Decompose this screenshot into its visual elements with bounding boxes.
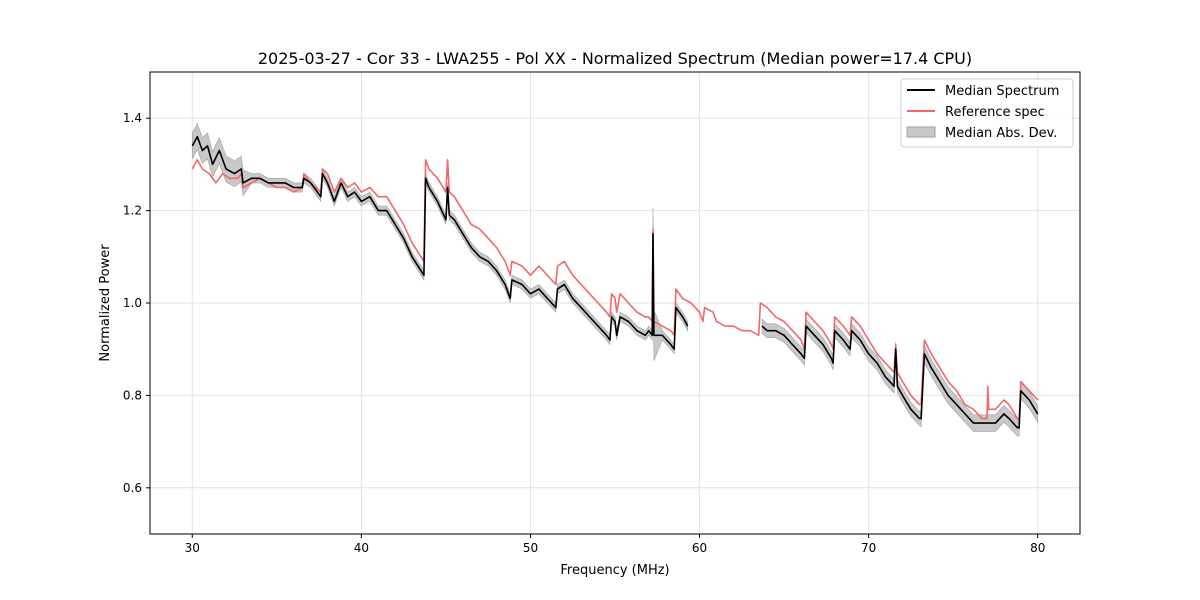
y-axis-label: Normalized Power (98, 244, 113, 362)
x-tick-label-4: 70 (861, 541, 876, 555)
x-tick-label-5: 80 (1030, 541, 1045, 555)
y-tick-label-2: 1.0 (123, 296, 142, 310)
x-tick-label-0: 30 (185, 541, 200, 555)
y-tick-label-3: 1.2 (123, 204, 142, 218)
chart-title: 2025-03-27 - Cor 33 - LWA255 - Pol XX - … (258, 49, 972, 68)
y-tick-label-4: 1.4 (123, 111, 142, 125)
spectrum-chart: 2025-03-27 - Cor 33 - LWA255 - Pol XX - … (0, 0, 1200, 600)
x-tick-label-3: 60 (692, 541, 707, 555)
x-tick-label-2: 50 (523, 541, 538, 555)
legend: Median Spectrum Reference spec Median Ab… (901, 79, 1073, 147)
legend-label-reference: Reference spec (945, 105, 1045, 120)
legend-label-median: Median Spectrum (945, 84, 1059, 99)
y-tick-label-1: 0.8 (123, 388, 142, 402)
y-tick-label-0: 0.6 (123, 481, 142, 495)
x-axis-label: Frequency (MHz) (560, 563, 669, 578)
legend-swatch-mad (907, 127, 935, 137)
legend-label-mad: Median Abs. Dev. (945, 126, 1057, 141)
x-tick-label-1: 40 (354, 541, 369, 555)
